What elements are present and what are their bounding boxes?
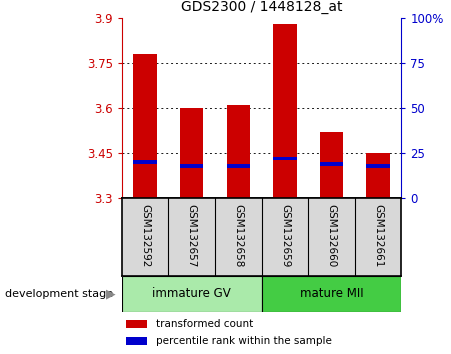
Bar — [320, 132, 343, 198]
Text: GSM132659: GSM132659 — [280, 205, 290, 268]
Text: GSM132658: GSM132658 — [233, 205, 243, 268]
Bar — [122, 276, 262, 312]
Text: GSM132661: GSM132661 — [373, 205, 383, 268]
Bar — [126, 337, 147, 345]
Bar — [273, 24, 297, 198]
Text: GSM132592: GSM132592 — [140, 205, 150, 268]
Title: GDS2300 / 1448128_at: GDS2300 / 1448128_at — [181, 0, 342, 14]
Text: GSM132657: GSM132657 — [187, 205, 197, 268]
Bar — [366, 153, 390, 198]
Bar — [180, 164, 203, 168]
Bar — [262, 276, 401, 312]
Bar — [366, 164, 390, 168]
Text: percentile rank within the sample: percentile rank within the sample — [156, 336, 331, 346]
Bar — [133, 54, 157, 198]
Text: development stage: development stage — [5, 289, 113, 299]
Bar — [320, 162, 343, 166]
Text: immature GV: immature GV — [152, 287, 231, 300]
Text: mature MII: mature MII — [299, 287, 364, 300]
Text: GSM132660: GSM132660 — [327, 205, 336, 268]
Bar — [133, 160, 157, 164]
Text: ▶: ▶ — [106, 287, 115, 300]
Bar — [126, 320, 147, 328]
Bar — [273, 156, 297, 160]
Text: transformed count: transformed count — [156, 319, 253, 329]
Bar — [226, 105, 250, 198]
Bar — [180, 108, 203, 198]
Bar — [226, 164, 250, 168]
